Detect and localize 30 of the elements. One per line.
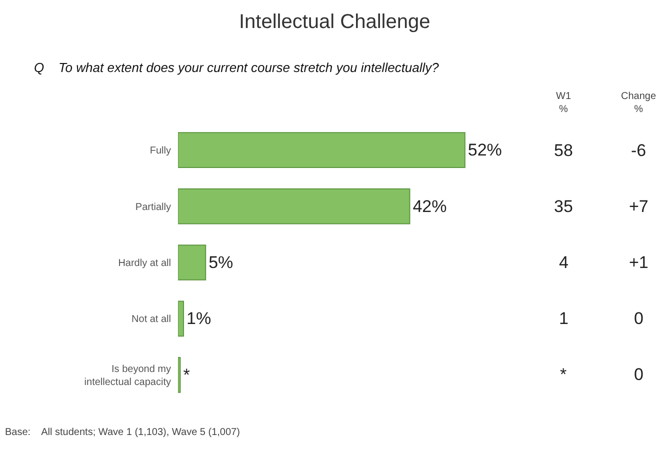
y-tick-label: Is beyond my intellectual capacity xyxy=(84,364,171,388)
text: +7 xyxy=(629,197,648,216)
text: +1 xyxy=(629,253,648,272)
text: 4 xyxy=(559,253,568,272)
data-label: 42% xyxy=(412,196,447,216)
data-label: 5% xyxy=(208,253,234,272)
text: * xyxy=(560,365,567,384)
y-tick-label: Fully xyxy=(150,146,171,157)
bar xyxy=(178,244,206,280)
y-tick-label: Hardly at all xyxy=(118,258,171,269)
chart-title: Intellectual Challenge xyxy=(239,11,430,33)
text: 0 xyxy=(634,309,644,328)
text: Change % xyxy=(621,91,656,115)
data-label: 52% xyxy=(468,140,502,160)
text: Base: All students; Wave 1 (1,103), Wave 5 (1,007) xyxy=(5,427,240,438)
data-label: * xyxy=(183,365,190,384)
y-tick-label: Partially xyxy=(135,202,171,213)
bar xyxy=(178,300,184,337)
text: 1 xyxy=(559,309,568,328)
chart-subtitle: Q To what extent does your current course stretch you intellectually? xyxy=(34,60,440,75)
text: -6 xyxy=(631,141,646,160)
bar xyxy=(178,188,410,224)
text: W1 % xyxy=(556,91,572,115)
y-tick-label: Not at all xyxy=(132,314,171,326)
bar xyxy=(178,356,181,393)
text: 58 xyxy=(554,141,573,160)
text: 35 xyxy=(554,197,573,216)
bar xyxy=(178,132,466,168)
text: 0 xyxy=(634,365,644,384)
data-label: 1% xyxy=(186,309,212,328)
